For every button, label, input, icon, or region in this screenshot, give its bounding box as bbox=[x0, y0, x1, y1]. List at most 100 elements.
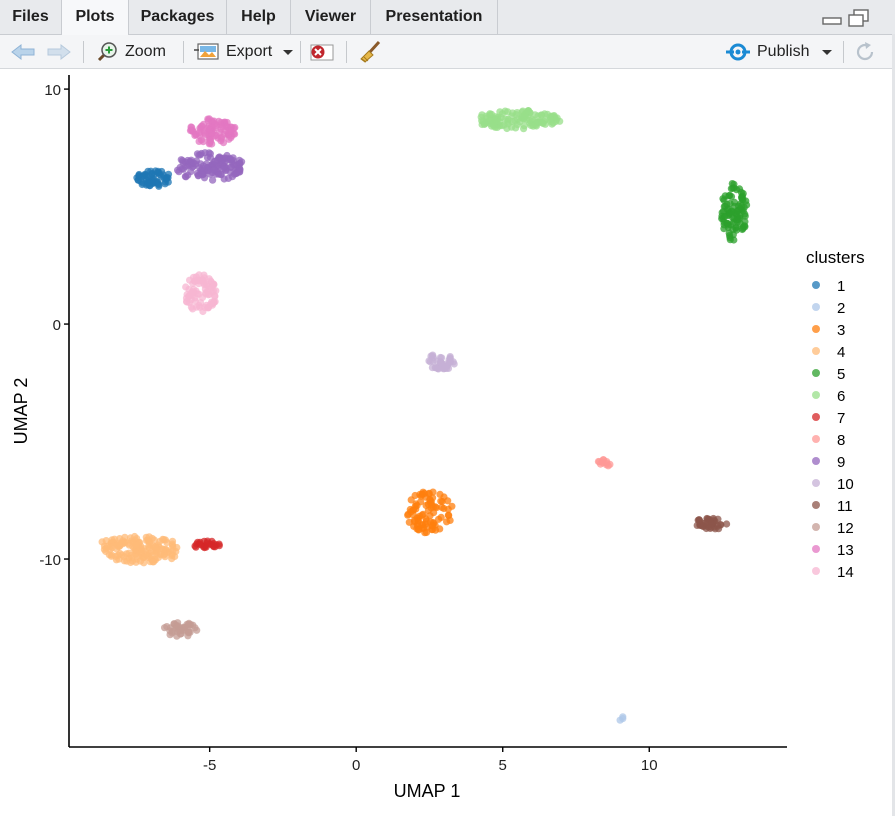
point-cluster-6 bbox=[548, 120, 556, 128]
legend-label-1: 1 bbox=[837, 278, 845, 295]
point-cluster-5 bbox=[730, 236, 738, 244]
point-cluster-14 bbox=[190, 285, 198, 293]
point-cluster-14 bbox=[183, 298, 191, 306]
y-tick-label: 0 bbox=[53, 317, 61, 334]
x-axis-title: UMAP 1 bbox=[394, 781, 461, 801]
point-cluster-7 bbox=[191, 542, 199, 550]
point-cluster-3 bbox=[443, 518, 451, 526]
point-cluster-9 bbox=[201, 149, 209, 157]
remove-plot-icon bbox=[310, 44, 334, 60]
point-cluster-9 bbox=[220, 163, 228, 171]
toolbar-divider bbox=[300, 41, 301, 63]
point-cluster-3 bbox=[411, 516, 419, 524]
point-cluster-4 bbox=[132, 541, 140, 549]
point-cluster-3 bbox=[422, 528, 431, 537]
zoom-label: Zoom bbox=[125, 42, 166, 60]
legend-label-2: 2 bbox=[837, 300, 845, 317]
x-tick-label: 10 bbox=[641, 757, 658, 774]
point-cluster-14 bbox=[202, 290, 210, 298]
point-cluster-6 bbox=[553, 114, 561, 122]
point-cluster-4 bbox=[121, 533, 129, 541]
point-cluster-9 bbox=[209, 176, 217, 184]
refresh-plot-button[interactable] bbox=[853, 35, 877, 68]
point-cluster-14 bbox=[191, 294, 199, 302]
next-plot-button[interactable] bbox=[46, 35, 72, 68]
point-cluster-3 bbox=[435, 515, 443, 523]
point-cluster-6 bbox=[520, 122, 528, 130]
arrow-right-icon bbox=[47, 43, 71, 60]
export-image-icon bbox=[194, 42, 219, 60]
zoom-magnifier-icon bbox=[97, 41, 117, 61]
point-cluster-5 bbox=[733, 226, 741, 234]
point-cluster-7 bbox=[203, 539, 211, 547]
point-cluster-14 bbox=[211, 292, 219, 300]
point-cluster-6 bbox=[481, 120, 489, 128]
export-button[interactable]: Export bbox=[194, 35, 296, 68]
point-cluster-9 bbox=[174, 166, 182, 174]
point-cluster-5 bbox=[726, 199, 734, 208]
point-cluster-9 bbox=[210, 166, 218, 174]
point-cluster-6 bbox=[514, 115, 522, 123]
point-cluster-9 bbox=[236, 164, 244, 173]
point-cluster-13 bbox=[199, 138, 207, 146]
maximize-pane-icon[interactable] bbox=[848, 9, 869, 27]
legend-swatch-8 bbox=[812, 435, 820, 443]
point-cluster-3 bbox=[412, 500, 420, 508]
zoom-button[interactable]: Zoom bbox=[95, 35, 166, 68]
point-cluster-6 bbox=[508, 123, 516, 131]
point-cluster-4 bbox=[123, 557, 131, 565]
point-cluster-4 bbox=[146, 538, 154, 546]
tab-viewer[interactable]: Viewer bbox=[291, 0, 371, 34]
point-cluster-6 bbox=[538, 119, 546, 127]
point-cluster-13 bbox=[217, 135, 225, 143]
legend-label-7: 7 bbox=[837, 410, 845, 427]
y-axis-ticks: 10 0 -10 bbox=[39, 82, 69, 569]
point-cluster-9 bbox=[224, 174, 232, 182]
legend-label-9: 9 bbox=[837, 454, 845, 471]
point-cluster-4 bbox=[156, 551, 164, 559]
point-cluster-14 bbox=[200, 271, 208, 279]
point-cluster-9 bbox=[217, 171, 225, 179]
remove-plot-button[interactable] bbox=[308, 35, 336, 68]
legend-label-3: 3 bbox=[837, 322, 845, 339]
export-label: Export bbox=[226, 42, 273, 60]
pane-border bbox=[892, 34, 895, 816]
refresh-icon bbox=[856, 41, 874, 60]
publish-button[interactable]: Publish bbox=[725, 35, 835, 68]
tab-plots[interactable]: Plots bbox=[62, 0, 129, 35]
tab-help[interactable]: Help bbox=[227, 0, 291, 34]
tab-files[interactable]: Files bbox=[0, 0, 62, 34]
point-cluster-14 bbox=[210, 280, 218, 289]
point-cluster-14 bbox=[187, 303, 195, 311]
point-cluster-9 bbox=[211, 158, 219, 166]
point-cluster-6 bbox=[529, 122, 537, 130]
point-cluster-12 bbox=[185, 619, 193, 628]
point-cluster-9 bbox=[181, 172, 189, 180]
legend-swatch-9 bbox=[812, 457, 820, 465]
point-cluster-4 bbox=[138, 548, 146, 556]
minimize-pane-icon[interactable] bbox=[822, 9, 842, 27]
legend-label-8: 8 bbox=[837, 432, 845, 449]
toolbar-divider bbox=[843, 41, 844, 63]
point-cluster-5 bbox=[727, 185, 736, 193]
point-cluster-1 bbox=[135, 172, 143, 180]
tab-presentation[interactable]: Presentation bbox=[371, 0, 498, 34]
clear-all-plots-button[interactable] bbox=[357, 35, 383, 68]
point-cluster-2 bbox=[619, 713, 627, 721]
tab-packages[interactable]: Packages bbox=[129, 0, 227, 34]
point-cluster-9 bbox=[205, 166, 213, 174]
toolbar-divider bbox=[83, 41, 84, 63]
previous-plot-button[interactable] bbox=[10, 35, 36, 68]
point-cluster-5 bbox=[720, 196, 728, 204]
point-cluster-4 bbox=[134, 552, 142, 560]
point-cluster-3 bbox=[431, 526, 440, 534]
point-cluster-4 bbox=[140, 553, 148, 561]
legend-label-13: 13 bbox=[837, 542, 854, 559]
point-cluster-3 bbox=[426, 499, 435, 507]
legend-label-12: 12 bbox=[837, 520, 854, 537]
legend-swatch-10 bbox=[812, 479, 820, 487]
arrow-left-icon bbox=[11, 43, 35, 60]
point-cluster-3 bbox=[416, 490, 424, 499]
point-cluster-14 bbox=[204, 303, 213, 311]
point-cluster-3 bbox=[444, 497, 452, 505]
